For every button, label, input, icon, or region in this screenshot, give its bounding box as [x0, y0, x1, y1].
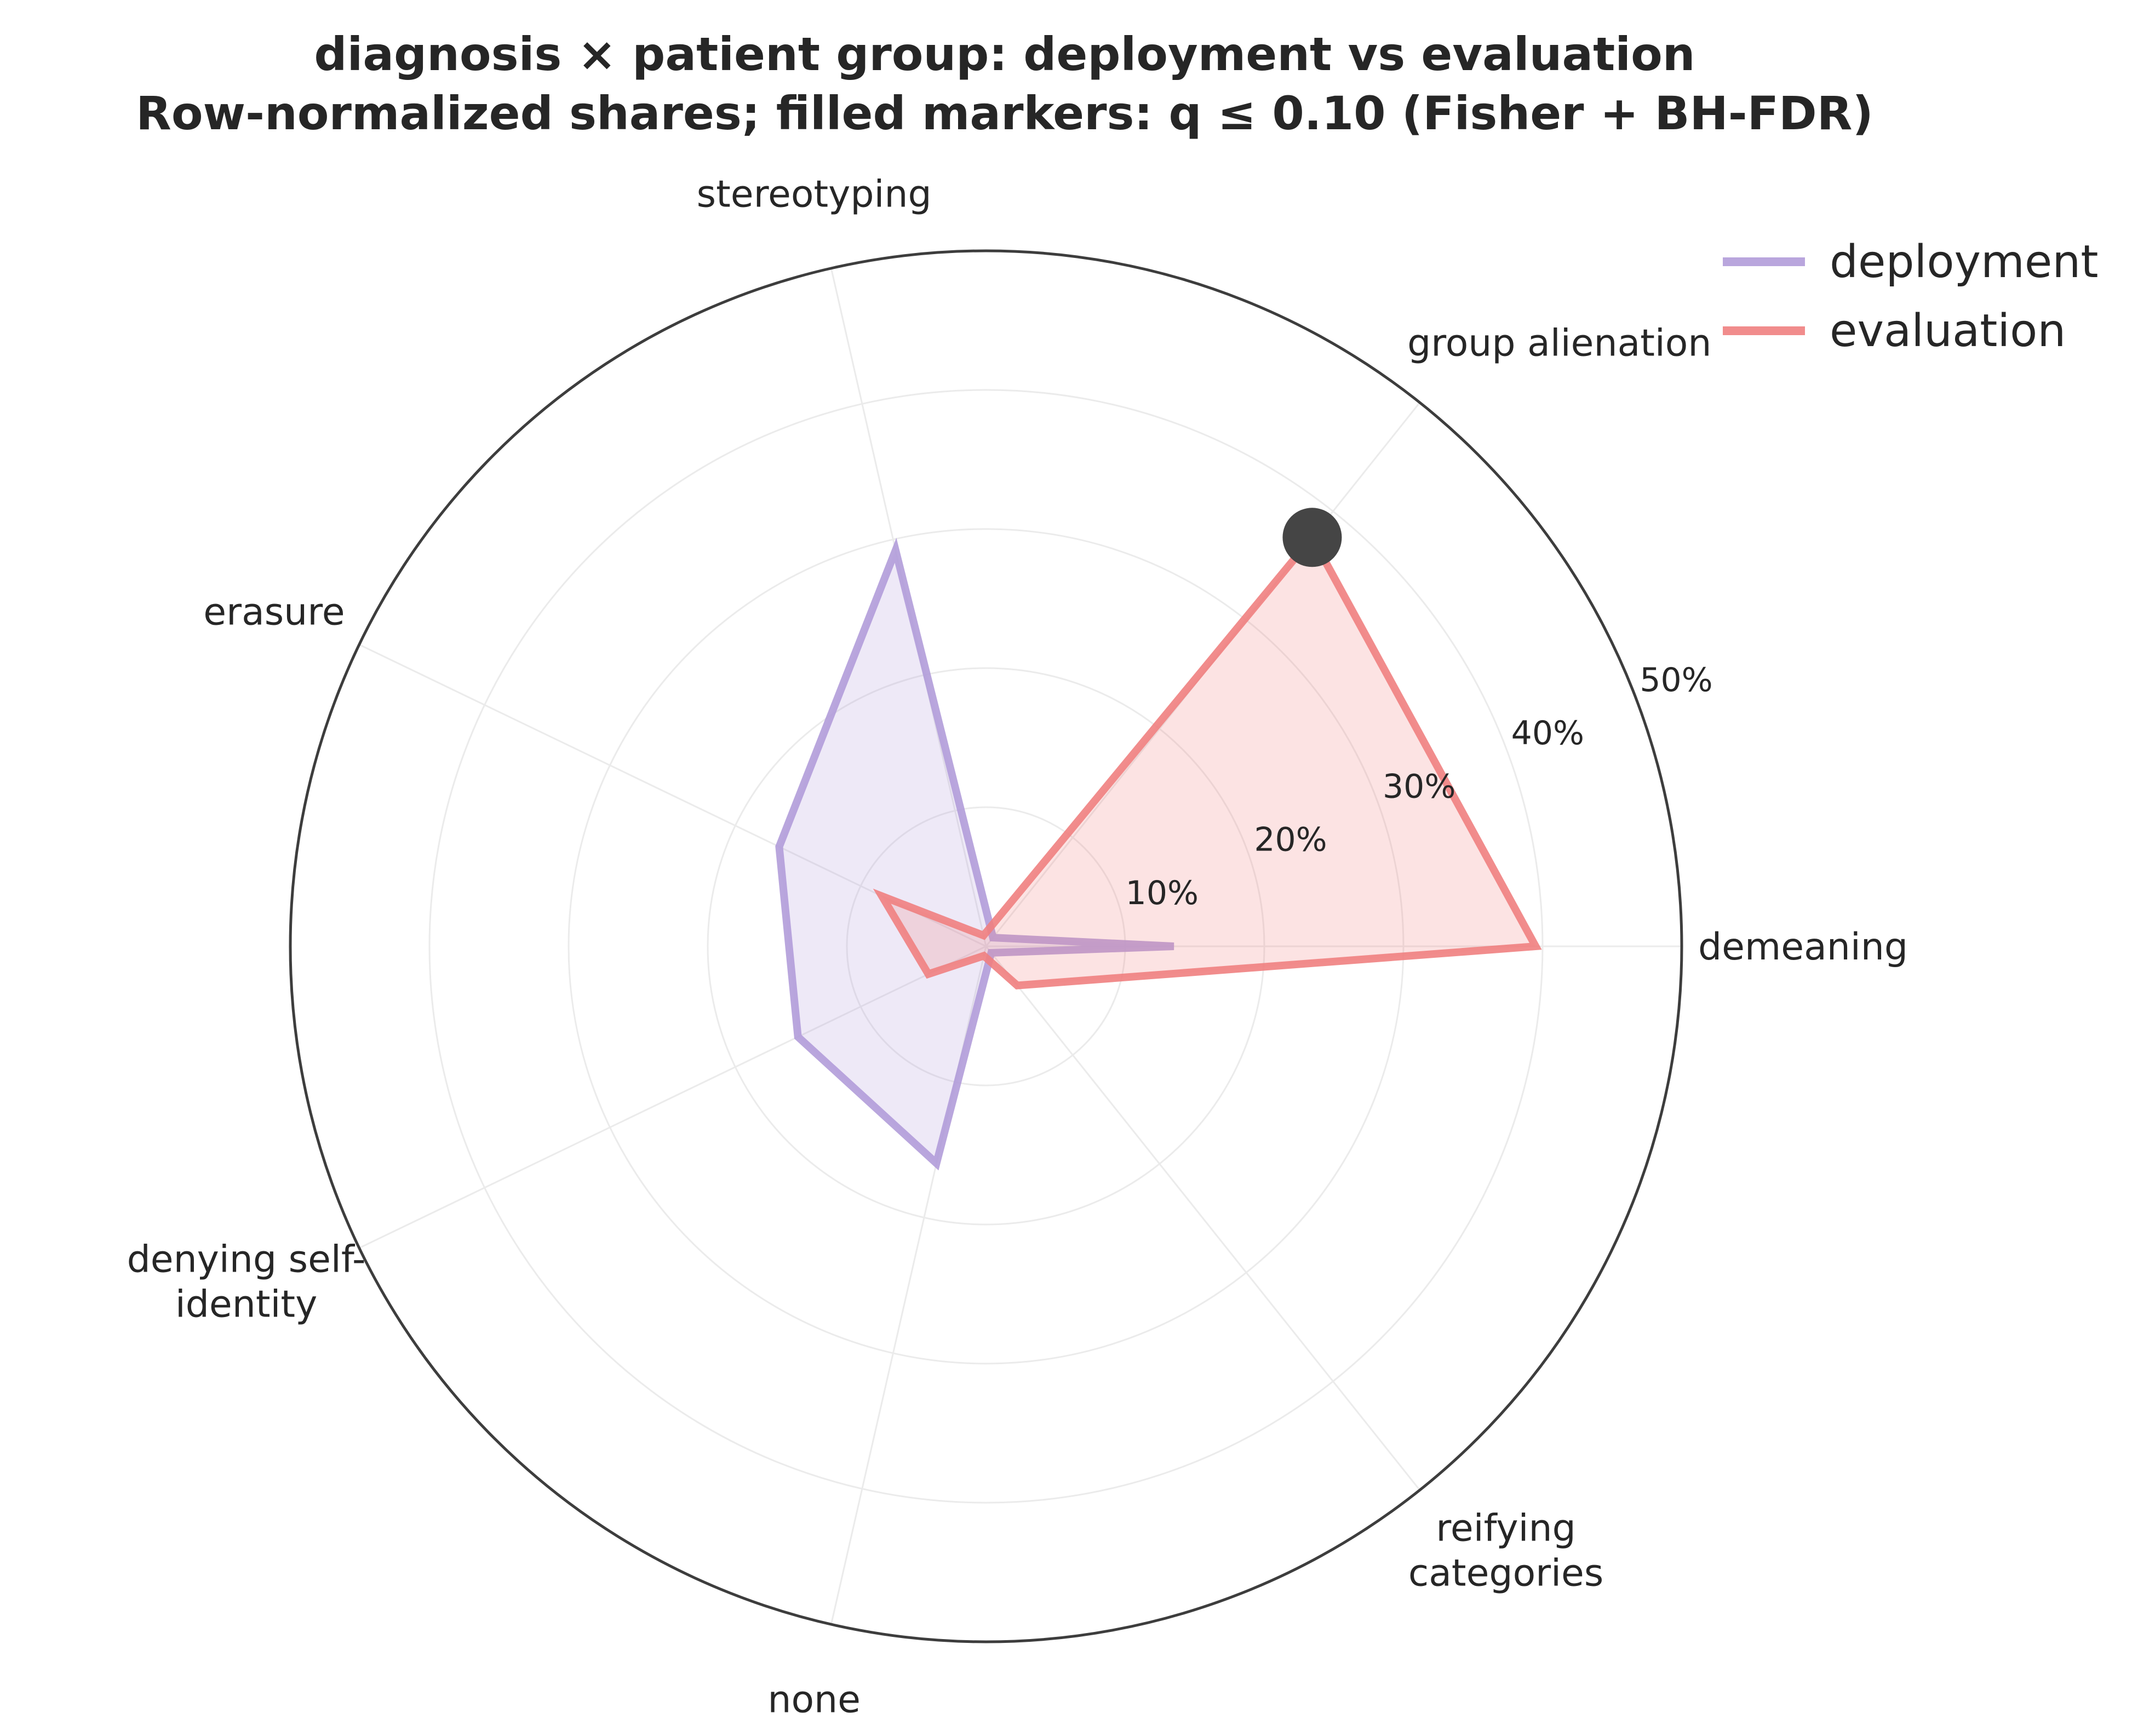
series-layer — [775, 530, 1542, 1171]
category-labels: demeaning group alienation stereotyping era… — [127, 173, 1908, 1721]
r-tick-label-50: 50% — [1640, 661, 1712, 699]
legend-label-evaluation: evaluation — [1830, 305, 2066, 357]
category-label-1: group alienation — [1407, 322, 1711, 365]
chart-title: diagnosis × patient group: deployment vs… — [314, 27, 1695, 81]
r-tick-label-30: 30% — [1383, 767, 1455, 806]
spoke-6 — [985, 946, 1420, 1491]
legend: deployment evaluation — [1723, 236, 2098, 357]
category-label-4: denying self-identity — [127, 1238, 366, 1326]
spoke-4 — [359, 945, 987, 1249]
series-line-evaluation — [873, 530, 1542, 990]
r-tick-label-10: 10% — [1126, 874, 1199, 912]
category-label-3: erasure — [203, 590, 345, 634]
r-tick-label-40: 40% — [1511, 714, 1584, 752]
category-label-6: reifying categories — [1408, 1507, 1603, 1595]
significance-marker-evaluation-1 — [1282, 508, 1342, 567]
chart-subtitle: Row-normalized shares; filled markers: q… — [136, 87, 1873, 140]
radial-tick-labels: 10% 20% 30% 40% 50% — [1126, 661, 1713, 912]
outer-frame — [289, 249, 1683, 1643]
category-label-2: stereotyping — [697, 173, 932, 216]
category-label-5: none — [767, 1678, 861, 1722]
category-label-0: demeaning — [1698, 926, 1908, 969]
series-line-deployment — [775, 538, 1174, 1171]
series-fill-deployment — [779, 550, 1174, 1164]
significance-markers — [1282, 508, 1342, 567]
legend-label-deployment: deployment — [1830, 236, 2098, 288]
r-tick-label-20: 20% — [1254, 821, 1327, 859]
